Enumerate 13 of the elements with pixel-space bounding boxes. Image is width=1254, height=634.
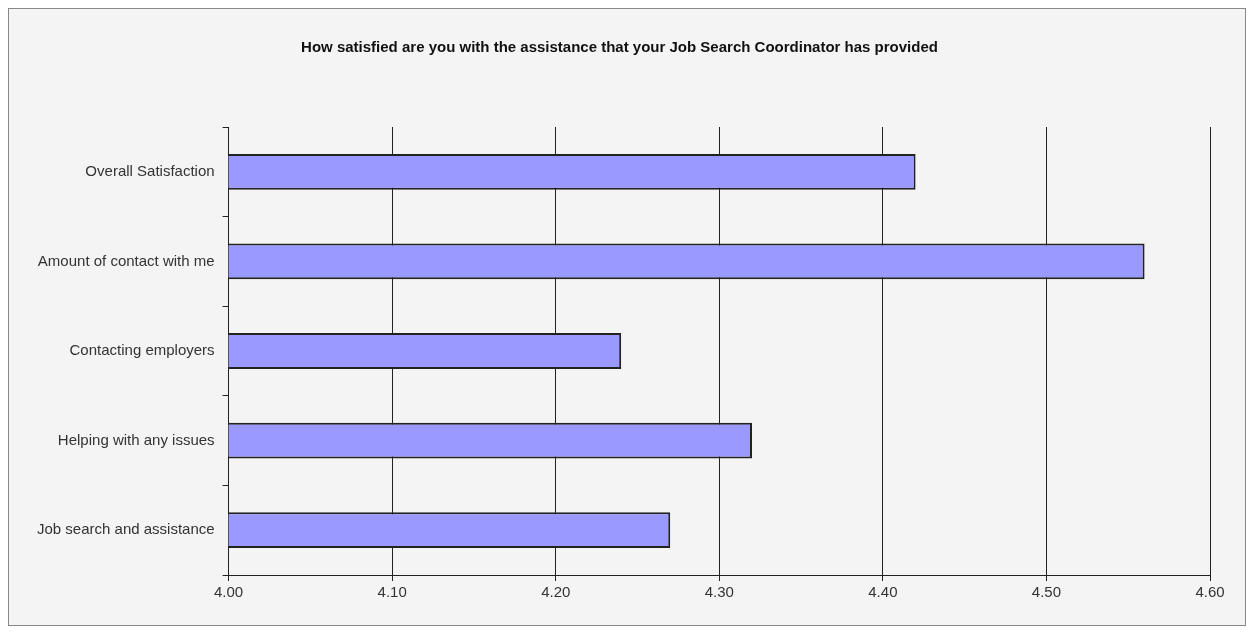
y-tick-label: Helping with any issues xyxy=(57,430,215,448)
y-tick-label: Contacting employers xyxy=(69,341,215,359)
x-tick-label: 4.10 xyxy=(377,583,407,601)
x-tick-label: 4.20 xyxy=(541,583,571,601)
x-tick-label: 4.40 xyxy=(868,583,898,601)
y-tick-label: Job search and assistance xyxy=(37,520,215,538)
chart-title: How satisfied are you with the assistance that your Job Search Coordinator has provided xyxy=(301,38,938,56)
x-tick-label: 4.50 xyxy=(1031,583,1062,601)
y-tick-label: Overall Satisfaction xyxy=(85,161,215,179)
y-tick-label: Amount of contact with me xyxy=(37,251,215,269)
x-tick-label: 4.30 xyxy=(704,583,734,601)
x-tick-label: 4.00 xyxy=(214,583,244,601)
x-tick-label: 4.60 xyxy=(1195,583,1225,601)
